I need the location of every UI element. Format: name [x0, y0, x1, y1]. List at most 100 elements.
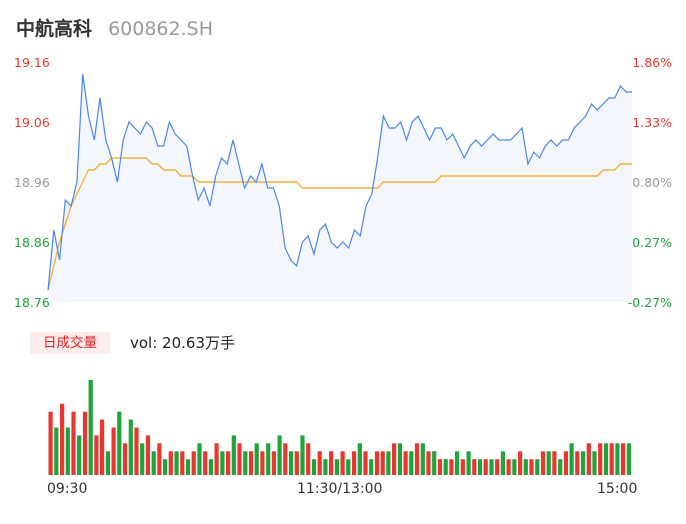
volume-bar — [603, 443, 609, 475]
volume-bar — [65, 427, 70, 475]
volume-bar — [248, 451, 254, 476]
volume-bar — [117, 411, 122, 475]
volume-bar — [586, 443, 591, 475]
volume-bar — [363, 451, 368, 476]
volume-bar — [552, 451, 557, 476]
volume-bar — [122, 443, 128, 475]
volume-bar — [569, 443, 574, 475]
volume-bar — [621, 443, 626, 475]
volume-bar — [237, 443, 242, 475]
volume-bar — [615, 443, 620, 475]
y-tick-label: 18.96 — [14, 175, 50, 190]
volume-bar — [409, 451, 414, 476]
volume-bar — [483, 459, 488, 475]
price-line — [47, 73, 632, 291]
y-tick-label: 18.86 — [14, 235, 50, 250]
volume-bar — [460, 459, 465, 475]
y-right-tick-label: -0.27% — [627, 295, 672, 310]
volume-bar — [598, 443, 603, 475]
volume-bar — [426, 451, 431, 476]
volume-bar — [88, 380, 93, 475]
volume-bar — [94, 435, 99, 475]
volume-bar — [71, 411, 76, 475]
volume-bar — [294, 451, 299, 476]
volume-bar — [380, 451, 385, 476]
volume-bar — [306, 443, 311, 475]
volume-bar — [477, 459, 483, 475]
volume-bar — [420, 443, 425, 475]
volume-bar — [60, 403, 65, 476]
volume-bar — [529, 459, 534, 475]
volume-bar — [254, 443, 259, 475]
volume-bar — [592, 451, 597, 476]
volume-bar — [145, 435, 150, 475]
volume-bar — [203, 451, 208, 476]
volume-bar — [495, 459, 500, 475]
volume-bar — [626, 443, 631, 475]
volume-bar — [512, 459, 517, 475]
average-price-line — [47, 157, 632, 291]
volume-bar — [100, 419, 105, 475]
volume-bar — [140, 443, 145, 475]
volume-label: vol: 20.63万手 — [130, 334, 235, 352]
x-tick-label: 11:30/13:00 — [297, 481, 383, 497]
y-tick-label: 19.06 — [14, 115, 50, 130]
volume-bar — [449, 459, 454, 475]
volume-bar — [443, 459, 448, 475]
volume-bar — [518, 451, 523, 476]
volume-bar — [540, 451, 546, 476]
volume-bar — [180, 451, 185, 476]
volume-bar — [609, 443, 614, 475]
price-area — [48, 74, 632, 302]
volume-bar — [54, 427, 59, 475]
volume-bar — [226, 451, 231, 476]
volume-bar — [466, 451, 471, 476]
volume-bar — [317, 451, 322, 476]
volume-bar — [346, 459, 351, 475]
volume-bar — [271, 451, 276, 476]
volume-bar — [437, 459, 442, 475]
volume-bar — [575, 451, 580, 476]
volume-bar — [489, 459, 494, 475]
volume-bar — [581, 451, 586, 476]
volume-bar — [260, 451, 265, 476]
volume-bar — [455, 451, 460, 476]
y-right-tick-label: 0.80% — [632, 175, 672, 190]
volume-bar — [243, 451, 248, 476]
volume-bar — [403, 451, 408, 476]
volume-bar — [208, 459, 213, 475]
volume-bar — [283, 443, 288, 475]
volume-bar — [191, 451, 196, 476]
stock-code: 600862.SH — [108, 18, 213, 40]
y-right-tick-label: 1.86% — [632, 55, 672, 70]
stock-title: 中航高科 600862.SH — [16, 14, 213, 41]
volume-bar — [523, 459, 528, 475]
volume-bar — [506, 459, 511, 475]
volume-bar — [105, 451, 110, 476]
volume-bar — [357, 443, 362, 475]
x-tick-label: 15:00 — [597, 481, 638, 497]
y-right-tick-label: 0.27% — [632, 235, 672, 250]
volume-bar — [168, 451, 173, 476]
volume-bar — [369, 459, 374, 475]
stock-name: 中航高科 — [16, 18, 93, 40]
volume-bar — [151, 451, 156, 476]
y-right-tick-label: 1.33% — [632, 115, 672, 130]
volume-bar — [300, 435, 305, 475]
volume-bar — [386, 451, 391, 476]
volume-tag: 日成交量 — [30, 332, 110, 354]
volume-bar — [266, 443, 271, 475]
volume-bar — [277, 435, 282, 475]
volume-bar — [231, 435, 236, 475]
volume-bar — [334, 459, 339, 475]
volume-bar — [157, 443, 162, 475]
volume-bar — [563, 451, 568, 476]
x-tick-label: 09:30 — [47, 481, 88, 497]
volume-bar — [197, 443, 202, 475]
volume-bar — [289, 451, 294, 476]
volume-bar — [352, 451, 357, 476]
volume-bar — [323, 459, 328, 475]
volume-bar — [214, 443, 219, 475]
y-tick-label: 18.76 — [14, 295, 50, 310]
volume-bar — [111, 427, 116, 475]
